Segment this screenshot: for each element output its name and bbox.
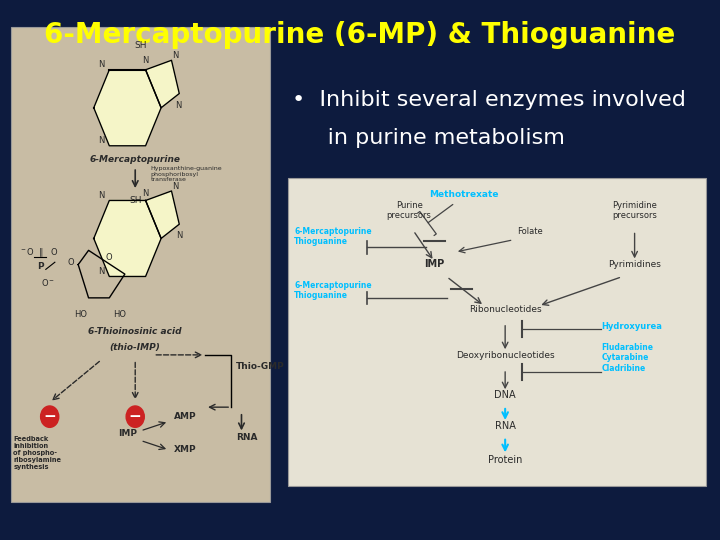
Text: N: N xyxy=(172,51,179,60)
Text: 6-Mercaptopurine: 6-Mercaptopurine xyxy=(90,156,181,165)
Ellipse shape xyxy=(126,406,144,427)
Text: DNA: DNA xyxy=(495,390,516,400)
Text: −: − xyxy=(129,409,142,424)
Polygon shape xyxy=(94,200,161,276)
Text: HO: HO xyxy=(113,310,126,319)
Text: N: N xyxy=(99,60,104,70)
Text: 6-Thioinosinic acid: 6-Thioinosinic acid xyxy=(89,327,182,335)
Text: P: P xyxy=(37,262,44,272)
Polygon shape xyxy=(145,191,179,239)
Text: SH: SH xyxy=(129,196,141,205)
Text: N: N xyxy=(176,232,182,240)
Text: (thio-IMP): (thio-IMP) xyxy=(109,343,161,352)
Text: Pyrimidine
precursors: Pyrimidine precursors xyxy=(612,201,657,220)
Text: Purine
precursors: Purine precursors xyxy=(387,201,431,220)
Text: N: N xyxy=(175,101,181,110)
Text: N: N xyxy=(143,56,149,65)
Text: Hydroxyurea: Hydroxyurea xyxy=(601,322,662,331)
Text: Methotrexate: Methotrexate xyxy=(428,190,498,199)
Text: HO: HO xyxy=(74,310,87,319)
Text: in purine metabolism: in purine metabolism xyxy=(292,127,564,148)
Text: N: N xyxy=(143,188,149,198)
Text: SH: SH xyxy=(134,42,147,50)
Text: Folate: Folate xyxy=(518,227,543,235)
FancyBboxPatch shape xyxy=(11,27,270,502)
FancyBboxPatch shape xyxy=(288,178,706,486)
Text: −: − xyxy=(43,409,56,424)
Text: RNA: RNA xyxy=(236,434,258,442)
Text: Hypoxanthine-guanine
phosphoribosyl
transferase: Hypoxanthine-guanine phosphoribosyl tran… xyxy=(150,166,222,183)
Text: Feedback
inhibition
of phospho-
ribosylamine
synthesis: Feedback inhibition of phospho- ribosyla… xyxy=(14,436,61,470)
Polygon shape xyxy=(94,70,161,146)
Text: N: N xyxy=(172,181,179,191)
Text: 6-Mercaptopurine (6-MP) & Thioguanine: 6-Mercaptopurine (6-MP) & Thioguanine xyxy=(45,21,675,49)
Text: N: N xyxy=(99,267,104,276)
Text: Protein: Protein xyxy=(488,455,522,465)
Text: Ribonucleotides: Ribonucleotides xyxy=(469,305,541,314)
Text: •  Inhibit several enzymes involved: • Inhibit several enzymes involved xyxy=(292,90,685,110)
Polygon shape xyxy=(145,60,179,108)
Text: AMP: AMP xyxy=(174,412,197,421)
Text: N: N xyxy=(99,191,104,200)
Text: O: O xyxy=(67,258,73,267)
Text: $\parallel$: $\parallel$ xyxy=(37,246,44,259)
Text: 6-Mercaptopurine
Thioguanine: 6-Mercaptopurine Thioguanine xyxy=(294,227,372,246)
Text: Deoxyribonucleotides: Deoxyribonucleotides xyxy=(456,351,554,360)
Text: Thio-GMP: Thio-GMP xyxy=(236,362,285,371)
Text: IMP: IMP xyxy=(118,429,137,438)
Text: Pyrimidines: Pyrimidines xyxy=(608,260,661,269)
Text: O$^-$: O$^-$ xyxy=(40,277,55,288)
Text: Fludarabine
Cytarabine
Cladribine: Fludarabine Cytarabine Cladribine xyxy=(601,343,653,373)
Ellipse shape xyxy=(40,406,59,427)
Text: XMP: XMP xyxy=(174,446,197,454)
Text: O: O xyxy=(50,248,57,257)
Text: IMP: IMP xyxy=(424,259,444,269)
Text: RNA: RNA xyxy=(495,421,516,431)
Text: $^-$O: $^-$O xyxy=(19,246,34,257)
Text: N: N xyxy=(99,137,104,145)
Text: 6-Mercaptopurine
Thioguanine: 6-Mercaptopurine Thioguanine xyxy=(294,281,372,300)
Text: O: O xyxy=(106,253,112,262)
